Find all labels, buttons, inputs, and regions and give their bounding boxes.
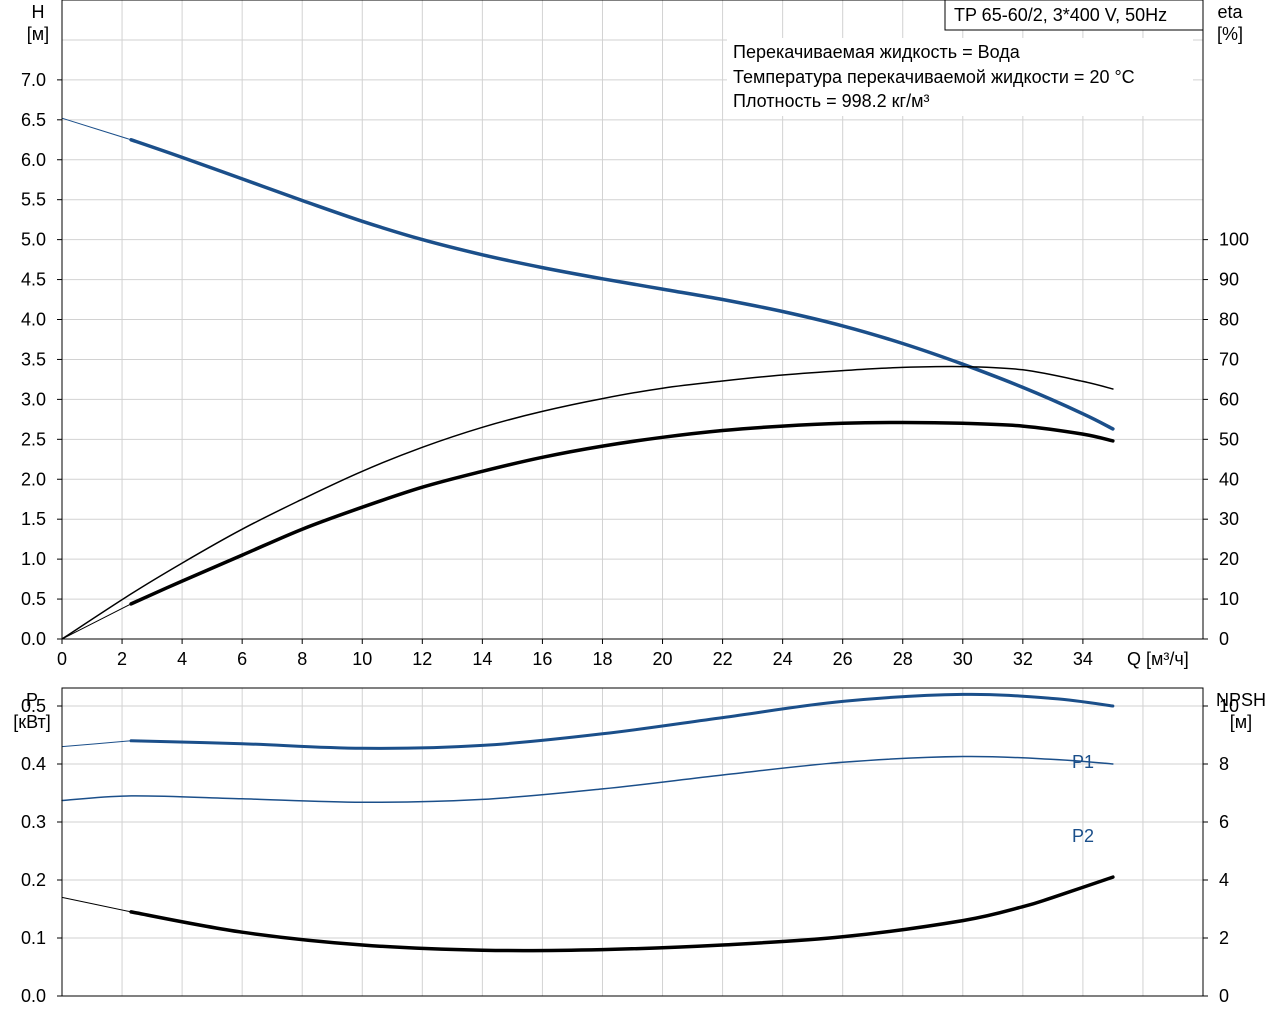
power-axis-ticks: 0.0 0.1 0.2 0.3 0.4 0.5	[21, 696, 62, 1006]
bottom-series-0-line	[61, 740, 132, 748]
head-tick-label: 5.5	[21, 190, 46, 210]
flow-tick-label: 24	[773, 649, 793, 669]
eta-tick-label: 60	[1219, 389, 1239, 409]
eta-tick-label: 0	[1219, 629, 1229, 649]
eta-tick-label: 50	[1219, 429, 1239, 449]
flow-tick-label: 12	[412, 649, 432, 669]
head-tick-label: 4.5	[21, 270, 46, 290]
eta-tick-label: 70	[1219, 349, 1239, 369]
top-series-0-line	[61, 117, 132, 141]
power-tick-label: 0.1	[21, 928, 46, 948]
head-tick-label: 6.5	[21, 110, 46, 130]
bottom-series-4-line	[129, 875, 1115, 953]
npsh-tick-label: 0	[1219, 986, 1229, 1006]
head-tick-label: 2.0	[21, 469, 46, 489]
top-series-2-line	[61, 365, 1114, 640]
head-tick-label: 3.5	[21, 349, 46, 369]
flow-tick-label: 14	[472, 649, 492, 669]
head-tick-label: 1.5	[21, 509, 46, 529]
top-series-1-line	[129, 138, 1115, 431]
head-axis-ticks: 0.0 0.5 1.0 1.5 2.0 2.5 3.0 3.5 4.0 4.5 5.0 5.5 6.0 6…	[21, 70, 62, 649]
head-axis-name: H	[32, 2, 45, 22]
power-tick-label: 0.3	[21, 812, 46, 832]
flow-tick-label: 18	[592, 649, 612, 669]
model-label: TP 65-60/2, 3*400 V, 50Hz	[954, 5, 1167, 25]
eta-tick-label: 100	[1219, 230, 1249, 250]
eta-tick-label: 30	[1219, 509, 1239, 529]
flow-tick-label: 8	[297, 649, 307, 669]
npsh-axis-name: NPSH	[1216, 690, 1266, 710]
head-tick-label: 5.0	[21, 230, 46, 250]
p1-series-label: P1	[1072, 752, 1094, 772]
eta-tick-label: 80	[1219, 310, 1239, 330]
head-axis-unit: [м]	[27, 24, 49, 44]
info-density: Плотность = 998.2 кг/м³	[733, 91, 929, 111]
flow-tick-label: 26	[833, 649, 853, 669]
head-tick-label: 6.0	[21, 150, 46, 170]
model-label-box	[944, 0, 1204, 31]
flow-tick-label: 2	[117, 649, 127, 669]
npsh-axis-unit: [м]	[1230, 712, 1252, 732]
head-tick-label: 2.5	[21, 429, 46, 449]
flow-tick-label: 30	[953, 649, 973, 669]
top-series-3-line	[61, 603, 132, 640]
npsh-tick-label: 2	[1219, 928, 1229, 948]
flow-axis-ticks: 0 2 4 6 8 10 12 14 16 18 20 22 24 26 28 30 32 34	[57, 639, 1093, 669]
eta-tick-label: 90	[1219, 270, 1239, 290]
npsh-axis-ticks: 0 2 4 6 8 10	[1203, 696, 1239, 1006]
head-tick-label: 4.0	[21, 310, 46, 330]
power-axis-unit: [кВт]	[13, 712, 51, 732]
top-curves	[61, 117, 1115, 640]
flow-tick-label: 10	[352, 649, 372, 669]
npsh-tick-label: 6	[1219, 812, 1229, 832]
head-tick-label: 0.5	[21, 589, 46, 609]
bottom-grid	[62, 688, 1203, 996]
info-temperature: Температура перекачиваемой жидкости = 20…	[733, 67, 1135, 87]
flow-tick-label: 4	[177, 649, 187, 669]
flow-axis-label: Q [м³/ч]	[1127, 649, 1189, 669]
power-tick-label: 0.2	[21, 870, 46, 890]
eta-axis-name: eta	[1217, 2, 1243, 22]
flow-tick-label: 22	[713, 649, 733, 669]
flow-tick-label: 0	[57, 649, 67, 669]
head-tick-label: 7.0	[21, 70, 46, 90]
bottom-curves	[61, 692, 1115, 953]
info-fluid: Перекачиваемая жидкость = Вода	[733, 42, 1021, 62]
top-series-4-line	[129, 420, 1115, 606]
bottom-plot-frame	[61, 687, 1204, 997]
bottom-series-1-line	[129, 692, 1115, 750]
eta-tick-label: 10	[1219, 589, 1239, 609]
eta-axis-ticks: 0 10 20 30 40 50 60 70 80 90 100	[1203, 230, 1249, 649]
flow-tick-label: 16	[532, 649, 552, 669]
power-tick-label: 0.4	[21, 754, 46, 774]
eta-axis-unit: [%]	[1217, 24, 1243, 44]
power-tick-label: 0.0	[21, 986, 46, 1006]
flow-tick-label: 32	[1013, 649, 1033, 669]
npsh-tick-label: 10	[1219, 696, 1239, 716]
head-tick-label: 0.0	[21, 629, 46, 649]
flow-tick-label: 6	[237, 649, 247, 669]
power-tick-label: 0.5	[21, 696, 46, 716]
npsh-tick-label: 4	[1219, 870, 1229, 890]
flow-tick-label: 28	[893, 649, 913, 669]
flow-tick-label: 20	[653, 649, 673, 669]
head-efficiency-chart: 0.0 0.5 1.0 1.5 2.0 2.5 3.0 3.5 4.0 4.5 5.0 5.5 6.0 6…	[21, 0, 1249, 669]
flow-tick-label: 34	[1073, 649, 1093, 669]
head-tick-label: 1.0	[21, 549, 46, 569]
power-axis-name: P	[26, 690, 38, 710]
eta-tick-label: 20	[1219, 549, 1239, 569]
bottom-series-2-line	[61, 755, 1114, 804]
info-box	[727, 38, 1193, 116]
head-tick-label: 3.0	[21, 389, 46, 409]
p2-series-label: P2	[1072, 826, 1094, 846]
eta-tick-label: 40	[1219, 469, 1239, 489]
npsh-tick-label: 8	[1219, 754, 1229, 774]
bottom-series-3-line	[61, 896, 132, 913]
